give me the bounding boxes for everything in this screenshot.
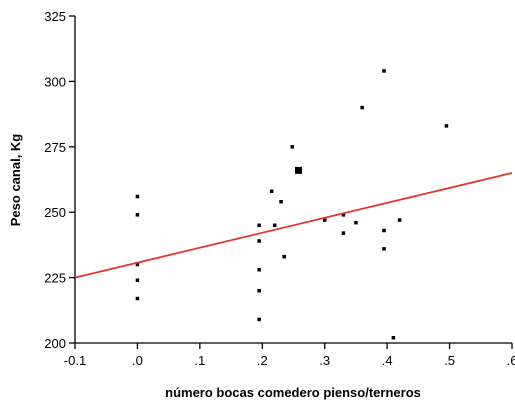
y-tick-label: 250 bbox=[44, 205, 66, 220]
x-tick-label: .1 bbox=[194, 353, 205, 368]
data-point bbox=[322, 218, 327, 222]
y-tick-label: 225 bbox=[44, 271, 66, 286]
data-point bbox=[397, 218, 402, 222]
data-point bbox=[290, 145, 295, 149]
regression-line bbox=[74, 172, 513, 279]
data-point bbox=[282, 254, 286, 259]
data-point bbox=[269, 189, 274, 194]
data-point bbox=[135, 296, 140, 301]
data-point bbox=[294, 166, 302, 174]
data-point bbox=[341, 231, 346, 235]
data-point bbox=[360, 105, 364, 110]
x-tick-label: .3 bbox=[319, 353, 330, 368]
data-point bbox=[135, 262, 140, 267]
data-point bbox=[257, 268, 261, 272]
data-point bbox=[135, 194, 140, 199]
x-tick-label: .5 bbox=[444, 353, 455, 368]
data-point bbox=[257, 288, 261, 293]
data-point bbox=[354, 220, 358, 225]
data-point bbox=[257, 239, 261, 243]
data-point bbox=[382, 228, 386, 233]
y-axis-ticks: 200 225 250 275 300 325 bbox=[44, 9, 75, 351]
x-tick-label: -0.1 bbox=[64, 353, 86, 368]
data-points bbox=[135, 69, 449, 340]
x-tick-label: .4 bbox=[382, 353, 393, 368]
data-point bbox=[391, 336, 396, 340]
y-tick-label: 300 bbox=[44, 74, 66, 89]
data-point bbox=[135, 213, 140, 217]
data-point bbox=[273, 223, 277, 228]
x-axis-ticks: -0.1 .0 .1 .2 .3 .4 .5 .6 bbox=[64, 343, 515, 368]
data-point bbox=[341, 213, 346, 217]
data-point bbox=[444, 124, 449, 128]
y-tick-label: 325 bbox=[44, 9, 66, 24]
data-point bbox=[257, 317, 261, 322]
data-point bbox=[382, 69, 386, 73]
y-tick-label: 275 bbox=[44, 140, 66, 155]
x-axis-title: número bocas comedero pienso/terneros bbox=[165, 385, 421, 400]
y-tick-label: 200 bbox=[44, 336, 66, 351]
data-point bbox=[382, 247, 386, 251]
data-point bbox=[279, 199, 283, 204]
x-tick-label: .2 bbox=[257, 353, 268, 368]
plot-area: 200 225 250 275 300 325 -0.1 .0 .1 .2 .3 .4 .5 .6 bbox=[44, 9, 515, 368]
y-axis-title: Peso canal, Kg bbox=[8, 134, 23, 227]
data-point bbox=[135, 278, 140, 282]
data-point bbox=[257, 223, 261, 228]
x-tick-label: .0 bbox=[132, 353, 143, 368]
x-tick-label: .6 bbox=[507, 353, 515, 368]
